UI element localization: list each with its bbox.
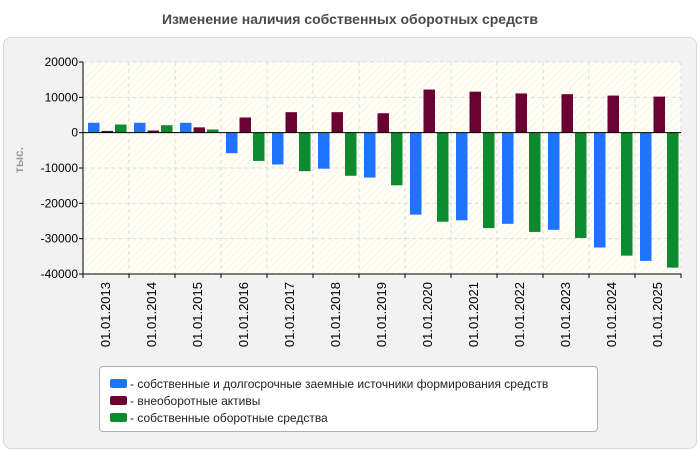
bar-1-01-01-2014 (134, 122, 146, 133)
bar-1-01-01-2017 (272, 132, 284, 165)
legend-label: - внеоборотные активы (130, 393, 261, 408)
legend-swatch (110, 413, 127, 422)
bar-3-01-01-2017 (299, 132, 311, 172)
axes (79, 61, 682, 278)
bar-2-01-01-2018 (331, 112, 343, 133)
bar-3-01-01-2020 (437, 132, 449, 222)
legend-item: - внеоборотные активы (110, 392, 597, 409)
bar-3-01-01-2023 (575, 132, 587, 238)
bar-3-01-01-2014 (161, 125, 173, 133)
bar-3-01-01-2015 (207, 129, 219, 133)
legend-swatch (110, 379, 127, 388)
bar-1-01-01-2021 (456, 132, 468, 221)
bar-2-01-01-2019 (377, 113, 389, 133)
bar-2-01-01-2023 (561, 94, 573, 133)
legend-item: - собственные и долгосрочные заемные ист… (110, 375, 597, 392)
x-tick-label: 01.01.2022 (512, 282, 527, 347)
legend-label: - собственные оборотные средства (130, 410, 328, 425)
x-tick-label: 01.01.2024 (604, 282, 619, 347)
bar-1-01-01-2025 (640, 132, 652, 261)
bar-3-01-01-2025 (667, 132, 679, 268)
chart-title: Изменение наличия собственных оборотных … (161, 11, 539, 27)
bar-3-01-01-2016 (253, 132, 265, 161)
bar-1-01-01-2019 (364, 132, 376, 178)
bar-3-01-01-2024 (621, 132, 633, 256)
x-tick-label: 01.01.2023 (558, 282, 573, 347)
x-tick-label: 01.01.2016 (236, 282, 251, 347)
x-tick-label: 01.01.2017 (282, 282, 297, 347)
bar-3-01-01-2021 (483, 132, 495, 229)
y-tick-label: 0 (71, 126, 78, 140)
y-tick-label: -10000 (41, 161, 79, 175)
y-axis-label: тыс. (12, 147, 26, 173)
y-tick-label: -20000 (41, 196, 79, 210)
bar-3-01-01-2013 (115, 124, 127, 133)
y-tick-label: 10000 (45, 90, 79, 104)
x-tick-label: 01.01.2015 (190, 282, 205, 347)
bar-1-01-01-2024 (594, 132, 606, 248)
y-tick-labels: 20000 10000 0 -10000 -20000 -30000 -40000 (41, 55, 79, 281)
bar-1-01-01-2022 (502, 132, 514, 224)
bar-2-01-01-2017 (285, 112, 297, 133)
bar-3-01-01-2022 (529, 132, 541, 232)
bar-2-01-01-2013 (101, 130, 113, 133)
plot-area (83, 62, 681, 274)
x-tick-labels: 01.01.2013 01.01.2014 01.01.2015 01.01.2016… (98, 282, 665, 347)
bar-2-01-01-2016 (239, 117, 251, 133)
bar-1-01-01-2018 (318, 132, 330, 169)
bar-2-01-01-2014 (147, 130, 159, 133)
bar-2-01-01-2025 (653, 96, 665, 133)
legend-swatch (110, 396, 127, 405)
bar-2-01-01-2020 (423, 89, 435, 133)
bar-1-01-01-2015 (180, 122, 192, 133)
bar-2-01-01-2021 (469, 91, 481, 133)
bar-1-01-01-2020 (410, 132, 422, 215)
x-tick-label: 01.01.2014 (144, 282, 159, 347)
bar-3-01-01-2018 (345, 132, 357, 176)
y-tick-label: -40000 (41, 267, 79, 281)
bar-1-01-01-2013 (88, 122, 100, 133)
legend-label: - собственные и долгосрочные заемные ист… (130, 376, 549, 391)
bar-1-01-01-2023 (548, 132, 560, 230)
bar-3-01-01-2019 (391, 132, 403, 186)
x-tick-label: 01.01.2018 (328, 282, 343, 347)
bar-1-01-01-2016 (226, 132, 238, 154)
legend-item: - собственные оборотные средства (110, 409, 597, 426)
y-tick-label: -30000 (41, 232, 79, 246)
x-tick-label: 01.01.2019 (374, 282, 389, 347)
y-tick-label: 20000 (45, 55, 79, 69)
x-tick-label: 01.01.2020 (420, 282, 435, 347)
x-tick-label: 01.01.2025 (650, 282, 665, 347)
bar-2-01-01-2024 (607, 95, 619, 133)
bar-2-01-01-2015 (193, 127, 205, 133)
legend: - собственные и долгосрочные заемные ист… (99, 366, 598, 432)
bars (88, 89, 679, 268)
bar-2-01-01-2022 (515, 93, 527, 133)
x-tick-label: 01.01.2013 (98, 282, 113, 347)
x-tick-label: 01.01.2021 (466, 282, 481, 347)
